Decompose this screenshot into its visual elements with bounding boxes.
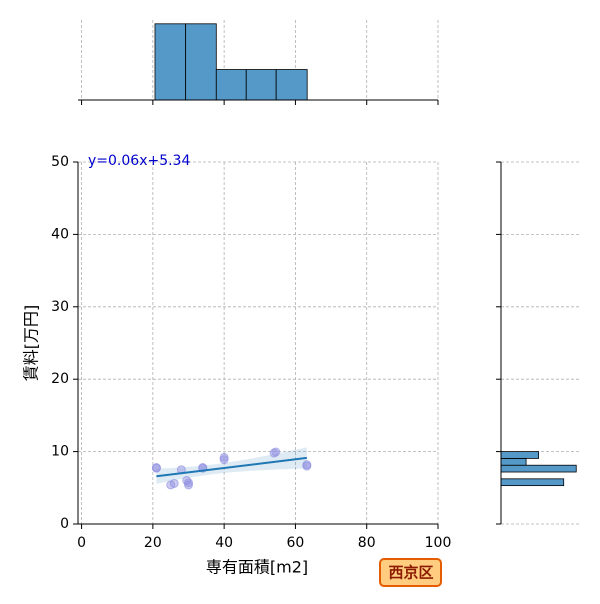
x-tick-label: 100 [425,535,452,551]
y-tick-label: 40 [51,226,69,242]
bar [215,69,247,101]
bar [500,478,565,487]
bar [500,458,527,466]
bar [500,451,540,459]
point [183,478,193,488]
regression-line [156,456,307,478]
bar [275,69,308,101]
bar [245,69,277,101]
point [151,463,161,473]
y-axis-label: 賃料[万円] [22,305,41,382]
x-tick-label: 20 [144,535,162,551]
point [219,452,229,462]
point [169,478,179,488]
y-tick-label: 0 [60,516,69,532]
bar [185,23,217,101]
point [183,480,193,490]
point [302,460,312,470]
badge-box [379,558,442,587]
fit-label: y=0.06x+5.34 [88,153,190,169]
y-tick-label: 10 [51,444,69,460]
y-tick-label: 50 [51,154,69,170]
y-tick-label: 30 [51,299,69,315]
x-tick-label: 0 [77,535,86,551]
point [219,455,229,465]
x-tick-label: 80 [358,535,376,551]
confidence-band [156,447,307,484]
bar [154,23,187,101]
y-tick-label: 20 [51,371,69,387]
x-tick-label: 60 [287,535,305,551]
point [271,447,281,457]
x-axis-label: 専有面積[m2] [206,558,308,577]
x-tick-label: 40 [215,535,233,551]
badge: 西京区 [388,564,433,582]
bar [500,464,577,473]
